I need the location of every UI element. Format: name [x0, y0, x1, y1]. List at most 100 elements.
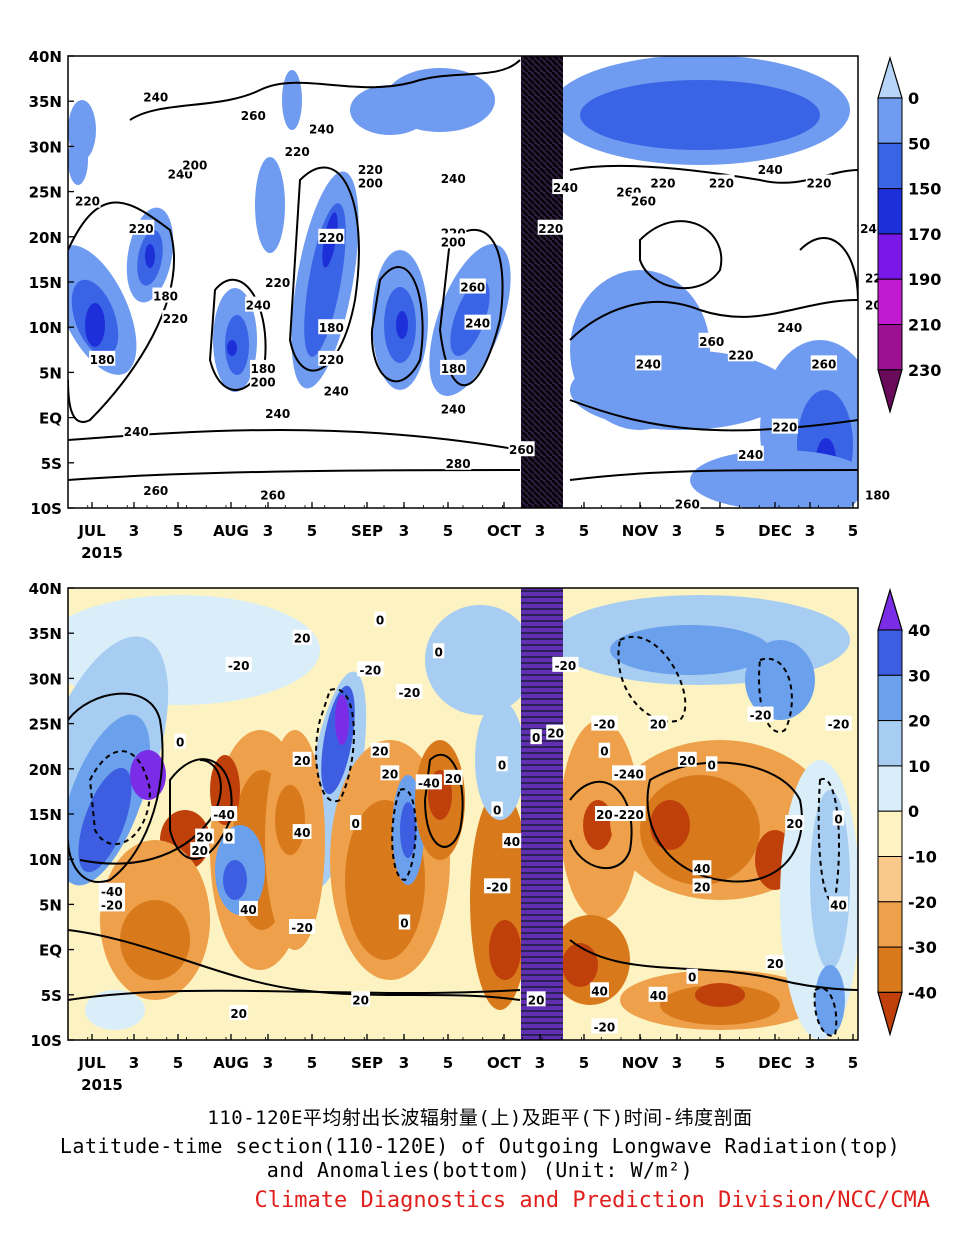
anomaly-region — [120, 900, 190, 980]
contour-label: -40 — [415, 774, 442, 790]
svg-text:200: 200 — [182, 158, 207, 172]
svg-text:0: 0 — [834, 813, 842, 827]
contour-label: 240 — [308, 120, 335, 136]
olr-region — [570, 350, 790, 430]
colorbar-segment — [877, 765, 903, 812]
x-tick-label: 3 — [129, 1054, 139, 1072]
colorbar-label: 150 — [908, 180, 941, 199]
svg-text:220: 220 — [319, 353, 344, 367]
svg-text:20: 20 — [694, 880, 711, 894]
colorbar-segment — [877, 629, 903, 676]
contour-label: 0 — [530, 729, 542, 745]
colorbar-segment — [877, 946, 903, 993]
contour-label: 220 — [537, 219, 564, 236]
colorbar-segment — [877, 901, 903, 948]
svg-text:-20: -20 — [750, 709, 772, 723]
contour-label: 20 — [677, 751, 697, 768]
y-tick-label: 25N — [29, 184, 62, 202]
svg-text:-20: -20 — [486, 880, 508, 894]
svg-text:220: 220 — [772, 421, 797, 435]
contour-label: 20 — [692, 878, 712, 894]
svg-text:180: 180 — [865, 488, 890, 502]
x-tick-label: NOV — [622, 522, 659, 540]
negative-contour-line — [88, 750, 152, 846]
contour-label: 240 — [323, 382, 350, 398]
contour-label: 180 — [318, 319, 345, 335]
y-tick-label: 5N — [39, 896, 62, 914]
svg-text:40: 40 — [830, 898, 847, 912]
svg-text:180: 180 — [319, 321, 344, 335]
svg-text:-20: -20 — [291, 921, 313, 935]
colorbar-label: 0 — [908, 802, 919, 821]
svg-text:200: 200 — [251, 375, 276, 389]
contour-label: -220 — [612, 806, 646, 822]
contour-label: 260 — [698, 332, 725, 349]
anomaly-region — [335, 695, 349, 745]
y-tick-label: 5S — [41, 455, 62, 473]
contour-label: -40 — [210, 806, 238, 822]
contour-label: -20 — [288, 919, 316, 935]
svg-text:220: 220 — [75, 195, 100, 209]
x-tick-label: OCT — [487, 1054, 522, 1072]
svg-text:0: 0 — [688, 971, 696, 985]
colorbar-bottom-arrow — [877, 991, 903, 1037]
contour-label: -20 — [484, 878, 511, 894]
contour-label: 20 — [785, 815, 805, 831]
svg-text:260: 260 — [460, 281, 485, 295]
contour-label: 40 — [648, 986, 668, 1003]
svg-text:40: 40 — [650, 989, 667, 1003]
contour-label: 40 — [692, 860, 712, 876]
svg-text:240: 240 — [777, 321, 802, 335]
x-year-label: 2015 — [81, 544, 123, 562]
x-tick-label: 3 — [805, 522, 815, 540]
contour-label: 260 — [259, 486, 286, 502]
contour-label: -20 — [552, 656, 579, 673]
svg-text:-20: -20 — [594, 1020, 616, 1034]
x-tick-label: 3 — [129, 522, 139, 540]
svg-text:240: 240 — [758, 163, 783, 177]
colorbar-label: -20 — [908, 893, 937, 912]
contour-label: 20 — [229, 1004, 249, 1021]
contour-label: 0 — [374, 611, 386, 628]
anomaly-region — [85, 990, 145, 1030]
contour-line — [68, 989, 521, 1001]
contour-line — [68, 429, 521, 451]
contour-label: -20 — [357, 661, 384, 677]
svg-text:20: 20 — [191, 844, 208, 858]
y-tick-label: EQ — [39, 942, 62, 960]
svg-text:0: 0 — [532, 731, 540, 745]
svg-text:20: 20 — [294, 754, 311, 768]
x-tick-label: JUL — [77, 522, 106, 540]
svg-text:200: 200 — [441, 235, 466, 249]
contour-line — [129, 59, 521, 121]
svg-text:0: 0 — [493, 803, 501, 817]
contour-label: 20 — [370, 742, 390, 759]
contour-label: 240 — [123, 423, 150, 439]
contour-label: -20 — [225, 656, 252, 673]
svg-text:260: 260 — [631, 195, 656, 209]
svg-text:240: 240 — [465, 317, 490, 331]
svg-text:20: 20 — [196, 831, 213, 845]
caption-english-line2: and Anomalies(bottom) (Unit: W/m²) — [266, 1158, 694, 1182]
contour-line — [68, 692, 164, 883]
x-tick-label: 3 — [263, 522, 273, 540]
contour-label: 40 — [292, 824, 312, 840]
x-tick-label: 3 — [535, 1054, 545, 1072]
anomaly-region — [425, 605, 535, 715]
x-tick-label: JUL — [77, 1054, 106, 1072]
svg-text:240: 240 — [441, 403, 466, 417]
anomaly-region — [610, 625, 770, 675]
contour-label: 180 — [864, 486, 891, 502]
contour-label: 0 — [598, 742, 611, 759]
contour-label: 220 — [318, 228, 345, 245]
contour-line — [569, 939, 858, 991]
colorbar-label: 50 — [908, 134, 930, 153]
contour-label: 240 — [440, 170, 467, 186]
svg-text:20: 20 — [294, 632, 311, 646]
contour-line — [569, 299, 858, 341]
y-tick-label: 30N — [29, 670, 62, 688]
svg-text:20: 20 — [528, 993, 545, 1007]
contour-label: 0 — [223, 828, 235, 845]
contour-label: 220 — [318, 350, 345, 367]
contour-label: -20 — [98, 896, 125, 912]
